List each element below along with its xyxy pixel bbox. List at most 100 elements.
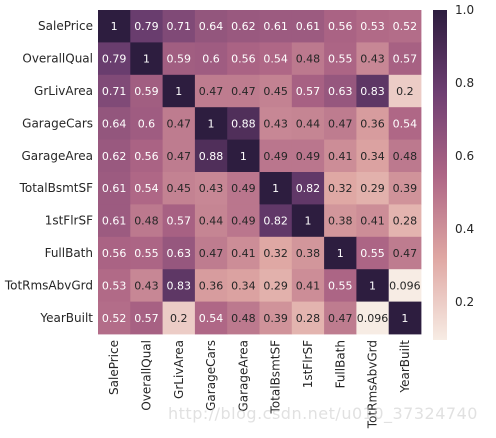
- cell-value-label: 0.63: [167, 247, 192, 260]
- cell-value-label: 0.52: [102, 312, 127, 325]
- heatmap-cell: [162, 139, 196, 173]
- heatmap-cell: [130, 204, 163, 238]
- cell-value-label: 0.63: [328, 85, 353, 98]
- cell-value-label: 0.2: [396, 85, 414, 98]
- cell-value-label: 0.096: [389, 279, 421, 292]
- cell-value-label: 0.41: [231, 247, 256, 260]
- x-tick-label: TotalBsmtSF: [269, 340, 283, 415]
- cell-value-label: 0.62: [231, 20, 256, 33]
- heatmap-cell: [291, 301, 325, 335]
- cell-value-label: 0.57: [393, 53, 418, 66]
- cell-value-label: 1: [401, 312, 408, 325]
- heatmap-cell: [194, 172, 228, 205]
- cell-value-label: 0.29: [263, 279, 288, 292]
- cell-value-label: 0.88: [231, 117, 256, 130]
- heatmap-cell: [259, 107, 293, 140]
- x-tick-label: YearBuilt: [398, 340, 412, 394]
- cell-value-label: 0.53: [102, 279, 127, 292]
- cell-value-label: 0.79: [134, 20, 159, 33]
- y-tick-label: GarageArea: [21, 149, 93, 163]
- colorbar-tick-label: 0.4: [455, 222, 474, 236]
- cell-value-label: 0.54: [134, 182, 159, 195]
- cell-value-label: 0.54: [393, 117, 418, 130]
- heatmap-cell: [291, 107, 325, 140]
- cell-value-label: 0.38: [328, 215, 353, 228]
- cell-value-label: 0.55: [328, 279, 353, 292]
- cell-value-label: 0.32: [263, 247, 288, 260]
- cell-value-label: 0.36: [199, 279, 224, 292]
- heatmap-cell: [324, 74, 357, 108]
- x-axis-tick-labels: SalePrice OverallQual GrLivArea GarageCars G…: [107, 340, 412, 429]
- heatmap-cell: [356, 236, 390, 270]
- cell-value-label: 0.83: [167, 279, 192, 292]
- cell-value-label: 0.47: [167, 117, 192, 130]
- heatmap-cell: [388, 42, 422, 76]
- cell-value-label: 0.56: [102, 247, 127, 260]
- heatmap-cell: [356, 42, 390, 76]
- cell-value-label: 0.57: [167, 215, 192, 228]
- heatmap-cell: [130, 172, 163, 205]
- heatmap-cell: [98, 236, 131, 270]
- y-tick-label: TotRmsAbvGrd: [4, 278, 93, 292]
- cell-value-label: 0.61: [296, 20, 321, 33]
- heatmap-cell: [388, 236, 422, 270]
- y-tick-label: SalePrice: [38, 19, 93, 33]
- heatmap-cell: [291, 172, 325, 205]
- heatmap-cell: [194, 269, 228, 302]
- cell-value-label: 0.41: [296, 279, 321, 292]
- x-tick-label: GarageCars: [204, 340, 218, 411]
- cell-value-label: 0.82: [263, 215, 288, 228]
- x-tick-label: 1stFlrSF: [301, 340, 315, 388]
- cell-value-label: 1: [369, 279, 376, 292]
- heatmap-cell: [388, 10, 422, 43]
- colorbar-tick-labels: 0.2 0.4 0.6 0.8 1.0: [455, 3, 474, 309]
- colorbar: [433, 10, 447, 340]
- heatmap-cell: [227, 42, 260, 76]
- cell-value-label: 0.56: [231, 53, 256, 66]
- x-tick-label: FullBath: [333, 340, 347, 388]
- heatmap-cell: [98, 107, 131, 140]
- heatmap-cell: [162, 269, 196, 302]
- cell-value-label: 0.41: [328, 150, 353, 163]
- heatmap-cell: [259, 74, 293, 108]
- cell-value-label: 0.54: [263, 53, 288, 66]
- heatmap-cell: [227, 10, 260, 43]
- cell-value-label: 0.43: [263, 117, 288, 130]
- heatmap-cell: [162, 74, 196, 108]
- heatmap-cell: [227, 204, 260, 238]
- heatmap-cell: [291, 139, 325, 173]
- heatmap-cell: [324, 10, 357, 43]
- cell-value-label: 0.55: [328, 53, 353, 66]
- heatmap-cell: [227, 107, 260, 140]
- heatmap-cell: [259, 172, 293, 205]
- cell-value-label: 0.48: [134, 215, 159, 228]
- cell-value-label: 0.71: [167, 20, 192, 33]
- y-tick-label: OverallQual: [22, 52, 93, 66]
- heatmap-cell: [356, 10, 390, 43]
- heatmap-cell: [98, 269, 131, 302]
- heatmap-cell: [162, 236, 196, 270]
- cell-value-label: 0.45: [167, 182, 192, 195]
- heatmap-cell: [388, 301, 422, 335]
- cell-value-label: 0.6: [202, 53, 220, 66]
- y-tick-label: GrLivArea: [34, 84, 93, 98]
- heatmap-cell: [98, 74, 131, 108]
- cell-value-label: 0.47: [328, 312, 353, 325]
- heatmap-cell: [130, 10, 163, 43]
- y-tick-label: TotalBsmtSF: [19, 181, 94, 195]
- cell-value-label: 0.45: [263, 85, 288, 98]
- heatmap-cell: [291, 204, 325, 238]
- heatmap-cell: [324, 107, 357, 140]
- heatmap-cell: [291, 10, 325, 43]
- heatmap-cell: [227, 301, 260, 335]
- heatmap-cell: [259, 269, 293, 302]
- cell-value-label: 0.6: [138, 117, 156, 130]
- heatmap-cell: [388, 74, 422, 108]
- x-tick-label: OverallQual: [139, 340, 153, 411]
- heatmap-cell: [162, 204, 196, 238]
- cell-value-label: 0.47: [328, 117, 353, 130]
- cell-value-label: 0.096: [357, 312, 389, 325]
- heatmap-cell: [194, 301, 228, 335]
- cell-value-label: 1: [175, 85, 182, 98]
- heatmap-cell: [194, 139, 228, 173]
